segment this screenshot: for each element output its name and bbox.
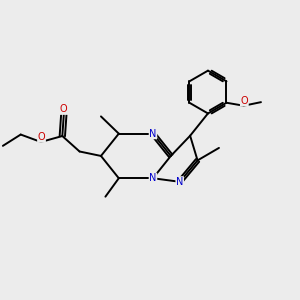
Text: O: O (241, 96, 248, 106)
Text: N: N (176, 177, 183, 187)
Text: O: O (60, 104, 68, 114)
Text: O: O (38, 132, 45, 142)
Text: N: N (149, 129, 157, 139)
Text: N: N (149, 173, 157, 183)
